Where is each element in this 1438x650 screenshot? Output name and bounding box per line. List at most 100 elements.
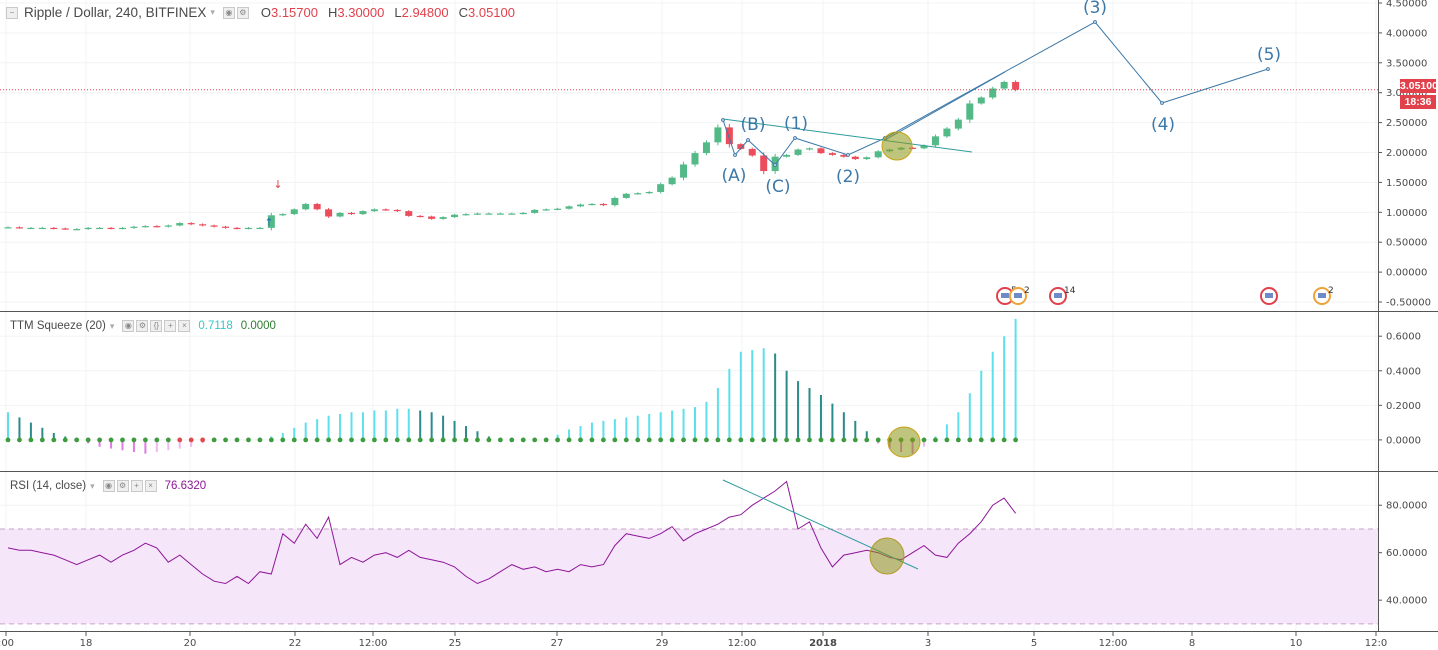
squeeze-dot [120, 437, 125, 443]
symbol-title[interactable]: Ripple / Dollar, 240, BITFINEX [24, 5, 207, 20]
y-tick-label: -0.50000 [1386, 298, 1431, 309]
candle-body [542, 209, 550, 211]
squeeze-dot [154, 437, 160, 443]
candle-body [874, 151, 882, 158]
x-tick-label: 12:00 [359, 638, 388, 649]
squeeze-dot [28, 437, 34, 443]
squeeze-dot [749, 437, 755, 443]
y-tick-label: 2.00000 [1386, 148, 1427, 159]
flag-icon [1001, 293, 1009, 298]
event-count: 2 [1328, 286, 1334, 296]
eye-icon[interactable]: ◉ [102, 480, 115, 492]
squeeze-dot [62, 437, 68, 443]
candle-body [851, 156, 859, 160]
x-tick-label: 5 [1031, 638, 1037, 649]
candle-body [840, 154, 848, 157]
ttm-title[interactable]: TTM Squeeze (20) [10, 320, 106, 332]
candle-body [725, 127, 733, 145]
collapse-icon[interactable]: − [6, 6, 18, 19]
x-tick-label: 12:0 [1365, 638, 1387, 649]
chevron-down-icon[interactable]: ▾ [210, 7, 215, 17]
candle-body [279, 214, 287, 216]
squeeze-dot [349, 437, 354, 443]
candle-body [989, 88, 997, 98]
squeeze-dot [772, 437, 778, 443]
squeeze-dot [761, 437, 767, 443]
eye-icon[interactable]: ◉ [222, 6, 235, 19]
candle-body [966, 103, 974, 120]
candle-body [107, 227, 115, 230]
candle-body [508, 213, 516, 215]
candle-body [96, 227, 104, 230]
eye-icon[interactable]: ◉ [122, 320, 135, 332]
wave-node [733, 153, 737, 157]
candle-body [38, 227, 46, 230]
wave-node [1266, 67, 1270, 71]
wave-node [746, 138, 750, 142]
x-tick-label: 12:00 [728, 638, 757, 649]
candles [4, 80, 1020, 231]
squeeze-dot [555, 437, 560, 443]
squeeze-dot [864, 437, 870, 443]
highlight-ellipse [881, 131, 913, 161]
squeeze-dot [955, 437, 961, 443]
x-tick-label: 20 [184, 638, 197, 649]
squeeze-dot [234, 437, 240, 443]
rsi-title[interactable]: RSI (14, close) [10, 480, 87, 492]
wave-label: (A) [722, 166, 747, 186]
candle-body [714, 127, 722, 143]
squeeze-dot [39, 437, 45, 443]
settings-icon[interactable]: ⚙ [236, 6, 249, 19]
squeeze-dot [452, 437, 457, 443]
candle-body [130, 226, 138, 228]
candle-body [473, 213, 481, 215]
candle-body [84, 227, 92, 230]
open-value: 3.15700 [270, 5, 318, 20]
squeeze-dot [268, 437, 274, 443]
plus-icon[interactable]: + [164, 320, 177, 332]
squeeze-dot [807, 437, 812, 443]
wave-label: (B) [741, 115, 766, 135]
squeeze-dot [257, 437, 263, 443]
last-price-tag: 3.05100 [1400, 79, 1438, 93]
squeeze-dot [509, 437, 515, 443]
squeeze-dot [406, 437, 412, 443]
candle-body [828, 153, 836, 155]
arrow-up-icon: ↑ [264, 216, 273, 229]
candle-body [622, 193, 630, 198]
settings-icon[interactable]: ⚙ [136, 320, 149, 332]
settings-icon[interactable]: ⚙ [116, 480, 129, 492]
close-icon[interactable]: × [144, 480, 157, 492]
flag-icon [1318, 293, 1326, 298]
highlight-ellipse [869, 537, 905, 575]
y-tick-label: 0.2000 [1386, 401, 1421, 412]
candle-body [599, 203, 607, 206]
close-icon[interactable]: × [178, 320, 191, 332]
squeeze-dot [165, 437, 171, 443]
squeeze-dot [566, 437, 572, 443]
squeeze-dot [784, 437, 789, 443]
candle-body [645, 191, 653, 194]
countdown-tag: 18:36 [1400, 95, 1436, 109]
chevron-down-icon[interactable]: ▾ [109, 320, 115, 331]
candle-body [931, 136, 939, 146]
squeeze-dot [852, 437, 858, 443]
source-icon[interactable]: {} [150, 320, 163, 332]
squeeze-dot [578, 437, 583, 443]
chevron-down-icon[interactable]: ▾ [90, 480, 95, 491]
y-tick-label: 0.6000 [1386, 332, 1421, 343]
candle-body [233, 227, 241, 230]
rsi-value: 76.6320 [164, 480, 207, 492]
squeeze-dot [933, 437, 938, 443]
wave-label: (3) [1083, 0, 1107, 18]
candle-body [451, 214, 459, 218]
y-tick-label: 4.50000 [1386, 0, 1427, 9]
main-legend: − Ripple / Dollar, 240, BITFINEX ▾ ◉ ⚙ O… [6, 5, 515, 20]
squeeze-dot [143, 437, 148, 443]
candle-body [577, 204, 584, 207]
ttm-value-2: 0.0000 [240, 320, 276, 332]
plus-icon[interactable]: + [130, 480, 143, 492]
candle-body [806, 148, 813, 150]
squeeze-dot [658, 437, 664, 443]
